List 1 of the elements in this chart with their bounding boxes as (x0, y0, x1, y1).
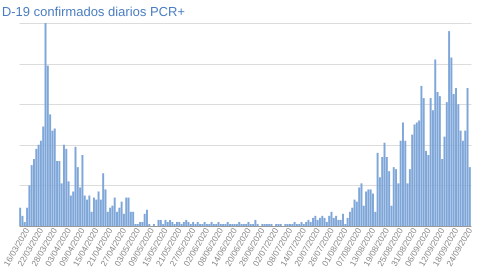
chart-title: D-19 confirmados diarios PCR+ (2, 4, 185, 19)
